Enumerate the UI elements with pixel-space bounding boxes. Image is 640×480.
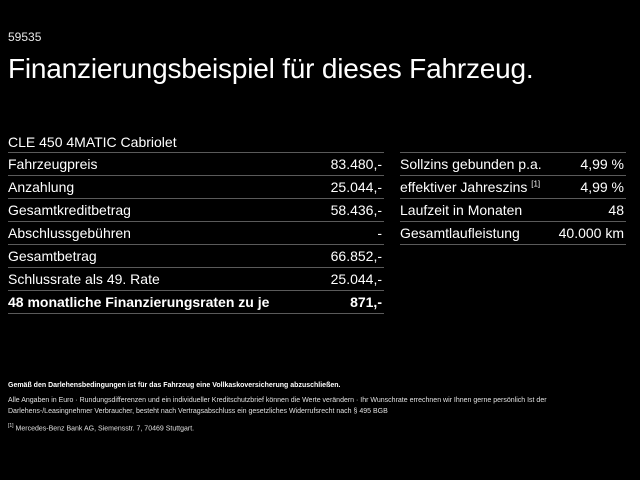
footnote-marker: [1] [8, 423, 14, 429]
table-row: Abschlussgebühren - [8, 221, 384, 245]
table-row: Sollzins gebunden p.a. 4,99 % [400, 152, 626, 176]
footnote-text: Mercedes-Benz Bank AG, Siemensstr. 7, 70… [15, 425, 195, 433]
row-label: Sollzins gebunden p.a. [400, 152, 554, 176]
financing-table: Fahrzeugpreis 83.480,- Anzahlung 25.044,… [8, 152, 384, 314]
row-label: Laufzeit in Monaten [400, 198, 554, 222]
monthly-rate-row: 48 monatliche Finanzierungsraten zu je 8… [8, 290, 384, 314]
insurance-note: Gemäß den Darlehensbedingungen ist für d… [8, 382, 341, 389]
row-value: 25.044,- [308, 175, 384, 199]
page-title: Finanzierungsbeispiel für dieses Fahrzeu… [8, 53, 534, 84]
row-value: 871,- [308, 290, 384, 314]
disclaimer-text: Alle Angaben in Euro · Rundungsdifferenz… [8, 397, 547, 415]
row-value: 83.480,- [308, 152, 384, 176]
row-value: 66.852,- [308, 244, 384, 268]
row-value: - [308, 221, 384, 245]
table-row: effektiver Jahreszins [1] 4,99 % [400, 175, 626, 199]
row-label-text: Sollzins gebunden p.a. [400, 156, 542, 172]
legal-notes: Gemäß den Darlehensbedingungen ist für d… [8, 380, 628, 434]
row-value: 25.044,- [308, 267, 384, 291]
footnote: [1] Mercedes-Benz Bank AG, Siemensstr. 7… [8, 421, 628, 434]
row-label: Anzahlung [8, 175, 308, 199]
table-row: Anzahlung 25.044,- [8, 175, 384, 199]
row-label: effektiver Jahreszins [1] [400, 175, 554, 199]
table-row: Laufzeit in Monaten 48 [400, 198, 626, 222]
table-row: Gesamtlaufleistung 40.000 km [400, 221, 626, 245]
row-label-text: Gesamtlaufleistung [400, 225, 520, 241]
row-label-text: Laufzeit in Monaten [400, 202, 523, 218]
row-value: 4,99 % [553, 175, 626, 199]
table-row: Schlussrate als 49. Rate 25.044,- [8, 267, 384, 291]
row-label: Gesamtlaufleistung [400, 221, 554, 245]
vehicle-model: CLE 450 4MATIC Cabriolet [8, 134, 177, 150]
table-row: Fahrzeugpreis 83.480,- [8, 152, 384, 176]
row-label: Fahrzeugpreis [8, 152, 308, 176]
footnote-reference: [1] [531, 179, 541, 189]
row-value: 58.436,- [308, 198, 384, 222]
row-value: 4,99 % [553, 152, 626, 176]
rate-terms-table: Sollzins gebunden p.a. 4,99 % effektiver… [400, 152, 626, 245]
row-label: 48 monatliche Finanzierungsraten zu je [8, 290, 308, 314]
vehicle-code: 59535 [8, 30, 42, 44]
table-row: Gesamtkreditbetrag 58.436,- [8, 198, 384, 222]
table-row: Gesamtbetrag 66.852,- [8, 244, 384, 268]
row-value: 40.000 km [553, 221, 626, 245]
row-label: Gesamtkreditbetrag [8, 198, 308, 222]
row-value: 48 [553, 198, 626, 222]
row-label: Gesamtbetrag [8, 244, 308, 268]
row-label-text: effektiver Jahreszins [400, 179, 528, 195]
row-label: Schlussrate als 49. Rate [8, 267, 308, 291]
row-label: Abschlussgebühren [8, 221, 308, 245]
